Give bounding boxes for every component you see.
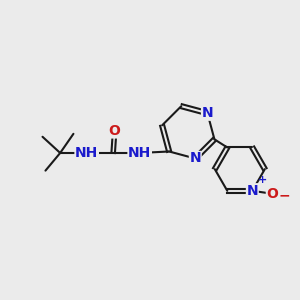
Text: NH: NH bbox=[75, 146, 98, 160]
Text: N: N bbox=[190, 152, 201, 166]
Text: NH: NH bbox=[128, 146, 151, 160]
Text: O: O bbox=[266, 187, 278, 201]
Text: N: N bbox=[247, 184, 258, 198]
Text: N: N bbox=[202, 106, 213, 120]
Text: O: O bbox=[109, 124, 121, 138]
Text: +: + bbox=[258, 175, 268, 185]
Text: −: − bbox=[279, 188, 290, 202]
